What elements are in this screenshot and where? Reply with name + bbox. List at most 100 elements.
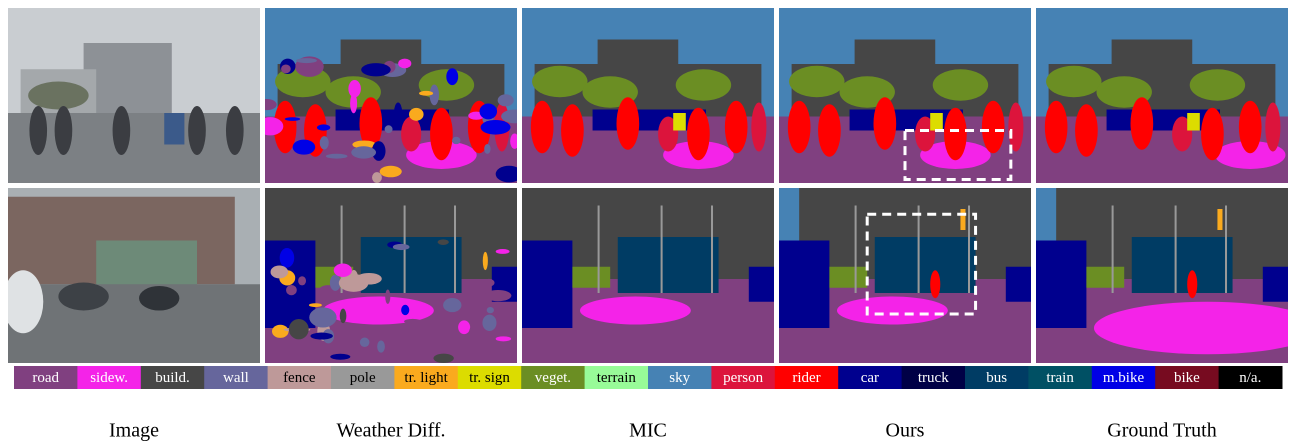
- region: [55, 106, 73, 155]
- region: [188, 106, 206, 155]
- noise: [496, 249, 510, 254]
- noise: [419, 91, 433, 96]
- figure: roadsidew.build.wallfencepoletr. lighttr…: [0, 0, 1289, 443]
- panel: [8, 8, 260, 183]
- noise: [485, 290, 512, 301]
- region: [28, 82, 88, 110]
- region: [960, 209, 965, 230]
- legend-label: wall: [223, 370, 249, 386]
- region: [1036, 188, 1056, 241]
- region: [1263, 267, 1288, 302]
- region: [711, 206, 713, 294]
- region: [1036, 241, 1086, 329]
- noise: [281, 64, 291, 73]
- noise: [318, 160, 327, 164]
- noise: [360, 337, 370, 347]
- region: [430, 108, 453, 161]
- noise: [334, 263, 352, 276]
- region: [419, 69, 474, 101]
- region: [788, 101, 811, 154]
- noise: [458, 320, 470, 334]
- region: [1045, 101, 1068, 154]
- region: [454, 206, 456, 294]
- noise: [285, 117, 300, 121]
- region: [1086, 267, 1124, 288]
- legend-label: tr. light: [404, 370, 448, 386]
- region: [532, 66, 587, 98]
- region: [1190, 69, 1245, 101]
- region: [598, 206, 600, 294]
- region: [139, 286, 179, 311]
- region: [113, 106, 131, 155]
- region: [779, 241, 829, 329]
- region: [855, 206, 857, 294]
- legend-label: car: [861, 370, 879, 386]
- noise: [272, 325, 289, 338]
- noise: [348, 80, 361, 97]
- noise: [286, 285, 297, 295]
- region: [1112, 206, 1114, 294]
- legend-label: veget.: [535, 370, 571, 386]
- noise: [394, 103, 402, 122]
- noise: [481, 120, 511, 135]
- region: [401, 117, 421, 152]
- legend-label: fence: [283, 370, 316, 386]
- noise: [498, 94, 514, 106]
- region: [661, 206, 663, 294]
- region: [874, 97, 897, 150]
- noise: [257, 117, 283, 135]
- noise: [289, 319, 309, 339]
- panel: [265, 188, 517, 363]
- legend-label: terrain: [597, 370, 637, 386]
- noise: [385, 289, 390, 303]
- legend-label: build.: [155, 370, 190, 386]
- noise: [446, 68, 458, 85]
- panel: [779, 188, 1031, 363]
- noise: [438, 239, 449, 245]
- noise: [484, 144, 490, 154]
- column-label: MIC: [629, 420, 667, 442]
- region: [1217, 209, 1222, 230]
- region: [749, 267, 774, 302]
- region: [84, 43, 172, 122]
- noise: [401, 305, 409, 315]
- panel: [1036, 8, 1288, 183]
- noise: [483, 279, 494, 287]
- noise: [398, 59, 411, 69]
- legend-label: road: [32, 370, 59, 386]
- noise: [310, 333, 333, 340]
- region: [361, 237, 462, 293]
- noise: [296, 58, 317, 63]
- noise: [452, 137, 460, 144]
- region: [829, 267, 867, 288]
- region: [1225, 206, 1227, 294]
- region: [687, 108, 710, 161]
- legend-label: bike: [1174, 370, 1200, 386]
- region: [1187, 270, 1197, 298]
- noise: [309, 307, 336, 327]
- region: [164, 113, 184, 145]
- region: [968, 206, 970, 294]
- noise: [487, 307, 494, 313]
- legend-label: sidew.: [90, 370, 128, 386]
- region: [930, 270, 940, 298]
- noise: [409, 108, 424, 121]
- region: [751, 103, 766, 152]
- region: [1008, 103, 1023, 152]
- region: [618, 237, 719, 293]
- region: [29, 106, 47, 155]
- noise: [377, 340, 385, 352]
- legend-label: rider: [792, 370, 820, 386]
- region: [580, 297, 691, 325]
- legend-label: n/a.: [1239, 370, 1261, 386]
- region: [1175, 206, 1177, 294]
- legend-label: tr. sign: [469, 370, 510, 386]
- column-label: Weather Diff.: [336, 420, 445, 442]
- panel: [1036, 188, 1289, 363]
- noise: [283, 154, 311, 162]
- region: [522, 241, 572, 329]
- noise: [356, 273, 382, 285]
- noise: [372, 172, 382, 183]
- noise: [385, 125, 393, 133]
- legend-label: bus: [986, 370, 1007, 386]
